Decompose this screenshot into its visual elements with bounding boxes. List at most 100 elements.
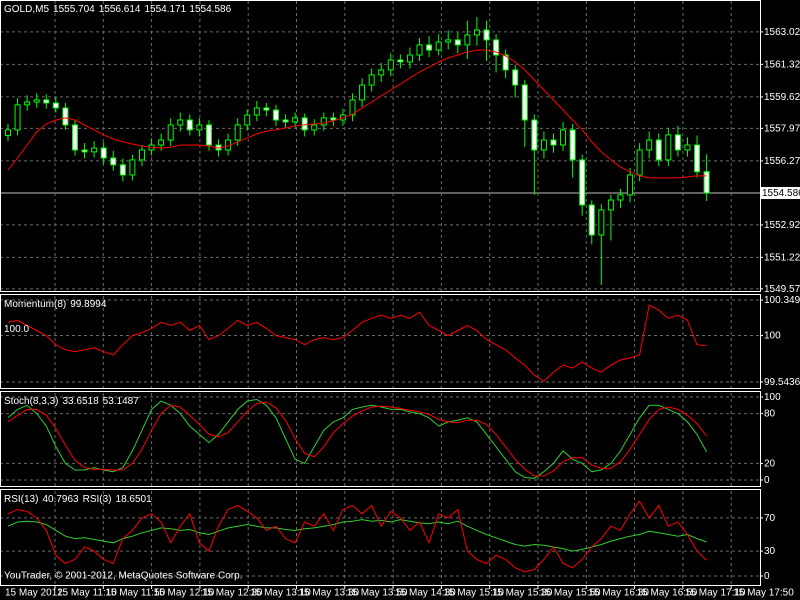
candle-body xyxy=(129,159,136,176)
candle-body xyxy=(33,99,40,103)
candle-body xyxy=(598,209,605,236)
candle-body xyxy=(349,99,356,116)
x-tick-label: 15 May 17:10 xyxy=(685,588,746,599)
candle-body xyxy=(464,34,471,46)
candle-body xyxy=(684,144,691,151)
candle-body xyxy=(378,69,385,76)
y-tick-label: 1556.270 xyxy=(764,156,800,167)
y-tick-label: 0 xyxy=(764,475,770,486)
x-tick-label: 15 May 15:30 xyxy=(492,588,553,599)
y-tick-label: 99.5436 xyxy=(764,377,800,388)
candle-body xyxy=(320,117,327,126)
candle-body xyxy=(416,44,423,56)
header-item: 99.8994 xyxy=(70,299,107,310)
candle-body xyxy=(636,149,643,176)
y-tick-label: 80 xyxy=(764,409,776,420)
x-tick-label: 15 May 15:10 xyxy=(443,588,504,599)
candle-body xyxy=(579,159,586,206)
candle-body xyxy=(311,124,318,131)
level-label: 100.0 xyxy=(4,324,29,335)
candle-body xyxy=(196,124,203,131)
candle-body xyxy=(540,139,547,151)
y-tick-label: 1551.220 xyxy=(764,252,800,263)
y-tick-label: 1557.970 xyxy=(764,124,800,135)
header-item: 18.6501 xyxy=(116,494,153,505)
candle-body xyxy=(119,164,126,176)
candle-body xyxy=(282,119,289,123)
x-tick-label: 15 May 11:50 xyxy=(105,588,165,599)
candle-body xyxy=(292,117,299,123)
header-item: GOLD,M5 xyxy=(4,4,49,15)
y-tick-label: 1561.320 xyxy=(764,60,800,71)
candle-body xyxy=(694,144,701,173)
x-tick-label: 15 May 17:50 xyxy=(733,588,794,599)
candle-body xyxy=(569,129,576,161)
candle-body xyxy=(588,204,595,236)
candle-body xyxy=(71,124,78,151)
candle-body xyxy=(397,59,404,63)
x-tick-label: 15 May 12:10 xyxy=(154,588,215,599)
candle-body xyxy=(406,54,413,63)
candle-body xyxy=(158,139,165,146)
header-item: 40.7963 xyxy=(42,494,79,505)
candle-body xyxy=(253,107,260,116)
header-item: RSI(3) xyxy=(83,494,112,505)
x-tick-label: 15 May 14:30 xyxy=(395,588,456,599)
candle-body xyxy=(674,134,681,151)
panel-header: RSI(13) 40.7963 RSI(3) 18.6501 xyxy=(4,494,152,505)
candle-body xyxy=(205,124,212,146)
header-item: 33.6518 xyxy=(62,396,99,407)
header-item: RSI(13) xyxy=(4,494,38,505)
last-price-box xyxy=(761,187,800,200)
candle-body xyxy=(560,129,567,146)
y-tick-label: 1549.570 xyxy=(764,284,800,295)
candle-body xyxy=(186,119,193,131)
candle-body xyxy=(665,134,672,161)
header-item: Momentum(8) xyxy=(4,299,66,310)
candle-body xyxy=(91,147,98,153)
last-price-label: 1554.586 xyxy=(762,188,800,199)
candle-body xyxy=(550,139,557,146)
candle-body xyxy=(244,114,251,126)
y-tick-label: 30 xyxy=(764,546,776,557)
candle-body xyxy=(272,109,279,121)
x-tick-label: 15 May 12:30 xyxy=(202,588,263,599)
candle-body xyxy=(703,171,710,194)
header-item: 1554.171 xyxy=(144,4,186,15)
x-tick-label: 15 May 13:30 xyxy=(299,588,360,599)
candle-body xyxy=(627,174,634,196)
candle-body xyxy=(359,84,366,101)
text-layer: YouTrader, © 2001-2012, MetaQuotes Softw… xyxy=(4,4,800,599)
candle-body xyxy=(110,157,117,166)
candle-body xyxy=(52,102,59,109)
candle-body xyxy=(646,139,653,151)
y-tick-label: 100 xyxy=(764,392,781,403)
series-line xyxy=(7,519,707,552)
candle-body xyxy=(43,99,50,104)
candle-body xyxy=(483,29,490,41)
series-line xyxy=(7,398,708,479)
header-item: 53.1487 xyxy=(103,396,140,407)
x-tick-label: 15 May 2012 xyxy=(5,588,63,599)
candle-body xyxy=(655,139,662,161)
stoch-panel-frame xyxy=(0,391,761,487)
panel-header: GOLD,M5 1555.704 1556.614 1554.171 1554.586 xyxy=(4,4,232,15)
x-tick-label: 15 May 16:30 xyxy=(588,588,649,599)
candle-body xyxy=(301,117,308,131)
candle-body xyxy=(138,149,145,161)
candle-body xyxy=(100,147,107,159)
x-tick-label: 15 May 16:50 xyxy=(637,588,698,599)
header-item: 1556.614 xyxy=(99,4,141,15)
candle-body xyxy=(234,124,241,141)
y-tick-label: 100.3494 xyxy=(764,295,800,306)
candle-body xyxy=(14,104,21,131)
y-tick-label: 70 xyxy=(764,513,776,524)
candle-body xyxy=(81,149,88,153)
header-item: 1554.586 xyxy=(189,4,231,15)
series-line xyxy=(7,401,707,477)
panel-header: Stoch(8,3,3) 33.6518 53.1487 xyxy=(4,396,139,407)
header-item: 1555.704 xyxy=(53,4,95,15)
candle-body xyxy=(387,59,394,71)
